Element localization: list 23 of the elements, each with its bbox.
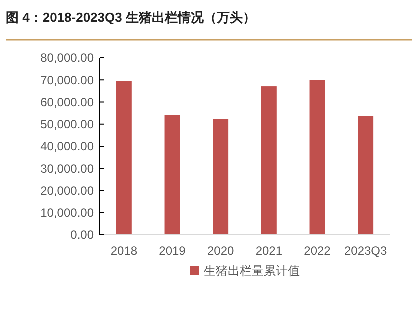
- y-tick-label: 0.00: [70, 228, 94, 242]
- bar: [116, 81, 132, 235]
- y-tick-label: 40,000.00: [40, 140, 94, 154]
- y-tick-label: 80,000.00: [40, 51, 94, 66]
- bar: [213, 119, 229, 235]
- y-tick-label: 20,000.00: [40, 184, 94, 198]
- bar: [310, 80, 326, 235]
- chart-title: 图 4：2018-2023Q3 生猪出栏情况（万头）: [6, 10, 256, 25]
- y-tick-label: 10,000.00: [40, 206, 94, 220]
- x-tick-label: 2018: [110, 244, 138, 258]
- x-tick-label: 2020: [207, 244, 235, 258]
- y-tick-label: 30,000.00: [40, 162, 94, 176]
- x-tick-label: 2019: [159, 244, 186, 258]
- x-tick-label: 2023Q3: [344, 244, 388, 258]
- legend-label: 生猪出栏量累计值: [204, 264, 300, 278]
- bar: [164, 115, 180, 235]
- x-tick-label: 2021: [256, 244, 283, 258]
- y-tick-label: 50,000.00: [40, 118, 94, 132]
- x-tick-label: 2022: [304, 244, 332, 258]
- y-tick-label: 60,000.00: [40, 95, 94, 110]
- bar: [358, 116, 374, 235]
- bar: [261, 86, 277, 235]
- y-tick-label: 70,000.00: [40, 73, 94, 88]
